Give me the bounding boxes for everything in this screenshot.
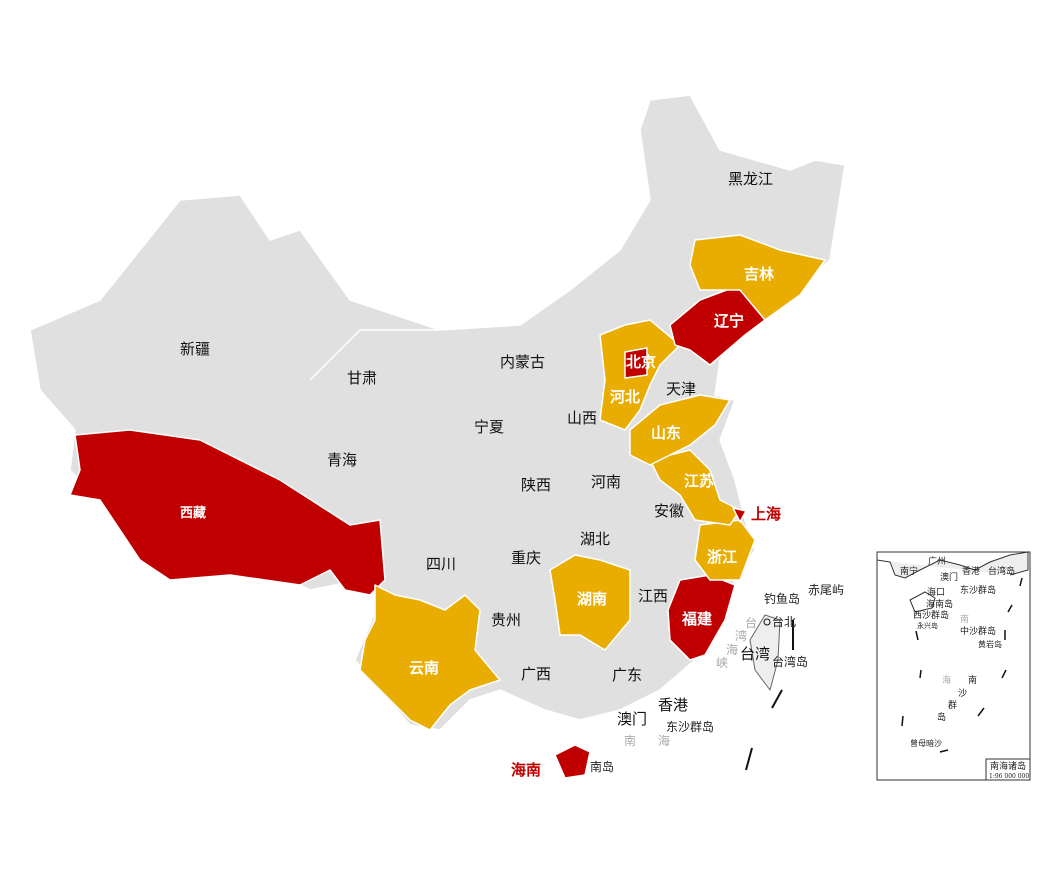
province-jilin[interactable] bbox=[689, 234, 826, 321]
label-hainandao: 南岛 bbox=[590, 759, 614, 774]
inset-label-nan: 南 bbox=[960, 613, 969, 625]
label-ningxia: 宁夏 bbox=[474, 418, 504, 436]
label-nanhai-2: 海 bbox=[658, 733, 670, 748]
capital-marker-icon bbox=[763, 618, 771, 626]
label-chongqing: 重庆 bbox=[511, 549, 541, 567]
label-anhui: 安徽 bbox=[654, 502, 684, 520]
label-liaoning: 辽宁 bbox=[714, 312, 744, 330]
inset-label-nansha-3: 群 bbox=[948, 699, 957, 711]
label-taiwan: 台湾 bbox=[740, 645, 770, 663]
label-zhejiang: 浙江 bbox=[707, 548, 737, 566]
label-tianjin: 天津 bbox=[666, 380, 696, 398]
province-shanghai[interactable] bbox=[732, 507, 747, 523]
province-beijing[interactable] bbox=[624, 347, 648, 379]
label-guangdong: 广东 bbox=[612, 666, 642, 684]
label-jiangsu: 江苏 bbox=[684, 472, 714, 490]
label-strait-1: 台 bbox=[745, 615, 757, 630]
province-borders bbox=[309, 329, 440, 381]
province-taiwan[interactable] bbox=[749, 614, 781, 691]
label-beijing: 北京 bbox=[626, 353, 656, 371]
south-china-sea-inset: 南宁 广州 澳门 香港 台湾岛 海口 东沙群岛 海南岛 西沙群岛 永兴岛 南 中… bbox=[876, 551, 1031, 781]
province-xizang[interactable] bbox=[69, 429, 386, 596]
province-labels: 黑龙江 吉林 辽宁 内蒙古 新疆 甘肃 北京 天津 河北 山西 宁夏 山东 青海… bbox=[180, 170, 781, 779]
label-dongsha: 东沙群岛 bbox=[666, 719, 714, 734]
inset-label-yongxing: 永兴岛 bbox=[917, 621, 938, 630]
inset-label-zhongsha: 中沙群岛 bbox=[960, 625, 996, 637]
label-sichuan: 四川 bbox=[426, 555, 456, 573]
label-henan: 河南 bbox=[591, 473, 621, 491]
label-qinghai: 青海 bbox=[327, 451, 357, 469]
label-gansu: 甘肃 bbox=[347, 369, 377, 387]
inset-label-nanning: 南宁 bbox=[900, 565, 918, 577]
inset-label-taiwandao: 台湾岛 bbox=[988, 565, 1015, 577]
label-guangxi: 广西 bbox=[521, 665, 551, 683]
inset-label-haikou: 海口 bbox=[927, 586, 945, 598]
inset-label-nansha-4: 岛 bbox=[937, 711, 946, 723]
label-aomen: 澳门 bbox=[617, 710, 647, 728]
province-hunan[interactable] bbox=[549, 554, 631, 651]
label-taibei: 台北 bbox=[772, 614, 796, 629]
inset-label-xisha: 西沙群岛 bbox=[913, 609, 949, 621]
inset-scale: 1:96 000 000 bbox=[989, 773, 1029, 780]
label-xizang: 西藏 bbox=[180, 505, 206, 521]
nine-dash-line bbox=[745, 620, 794, 771]
inset-label-hai: 海 bbox=[942, 674, 951, 686]
inset-label-xianggang: 香港 bbox=[962, 565, 980, 577]
label-fujian: 福建 bbox=[681, 610, 713, 628]
inset-label-aomen: 澳门 bbox=[940, 571, 958, 583]
label-jilin: 吉林 bbox=[744, 265, 775, 283]
label-taiwandao: 台湾岛 bbox=[772, 654, 808, 669]
label-shandong: 山东 bbox=[651, 424, 681, 442]
label-nanhai-1: 南 bbox=[624, 733, 636, 748]
inset-label-guangzhou: 广州 bbox=[928, 555, 946, 567]
label-xinjiang: 新疆 bbox=[180, 340, 210, 358]
label-hebei: 河北 bbox=[610, 388, 640, 406]
label-shaanxi: 陕西 bbox=[521, 476, 551, 494]
label-yunnan: 云南 bbox=[409, 659, 439, 677]
label-shanxi: 山西 bbox=[567, 409, 597, 427]
label-diaoyudao: 钓鱼岛 bbox=[764, 591, 800, 606]
province-jiangsu[interactable] bbox=[649, 449, 741, 526]
label-hubei: 湖北 bbox=[580, 530, 610, 548]
label-hainan: 海南 bbox=[511, 761, 541, 779]
label-guizhou: 贵州 bbox=[491, 611, 521, 629]
label-strait-2: 湾 bbox=[735, 628, 747, 643]
label-strait-3: 海 bbox=[726, 642, 738, 657]
label-shanghai: 上海 bbox=[751, 505, 781, 523]
inset-title: 南海诸岛 bbox=[990, 760, 1026, 772]
province-shandong[interactable] bbox=[629, 394, 731, 466]
label-neimenggu: 内蒙古 bbox=[500, 353, 545, 371]
annotations: 钓鱼岛 赤尾屿 台北 台湾岛 东沙群岛 南 海 南岛 台 湾 海 峡 bbox=[590, 583, 844, 774]
label-chiweiyu: 赤尾屿 bbox=[808, 583, 844, 597]
label-heilongjiang: 黑龙江 bbox=[728, 170, 773, 188]
inset-label-nansha-2: 沙 bbox=[958, 688, 967, 699]
label-strait-4: 峡 bbox=[716, 656, 728, 670]
province-hainan[interactable] bbox=[554, 744, 591, 779]
inset-label-zengmu: 曾母暗沙 bbox=[910, 738, 942, 748]
label-hunan: 湖南 bbox=[577, 590, 607, 608]
label-xianggang: 香港 bbox=[658, 696, 688, 714]
inset-label-huangyan: 黄岩岛 bbox=[978, 639, 1002, 649]
label-jiangxi: 江西 bbox=[638, 587, 668, 605]
inset-label-hainandao: 海南岛 bbox=[926, 598, 953, 610]
inset-label-dongsha: 东沙群岛 bbox=[960, 584, 996, 596]
province-liaoning[interactable] bbox=[669, 284, 766, 366]
province-yunnan[interactable] bbox=[359, 584, 501, 731]
inset-label-nansha-1: 南 bbox=[968, 674, 977, 686]
